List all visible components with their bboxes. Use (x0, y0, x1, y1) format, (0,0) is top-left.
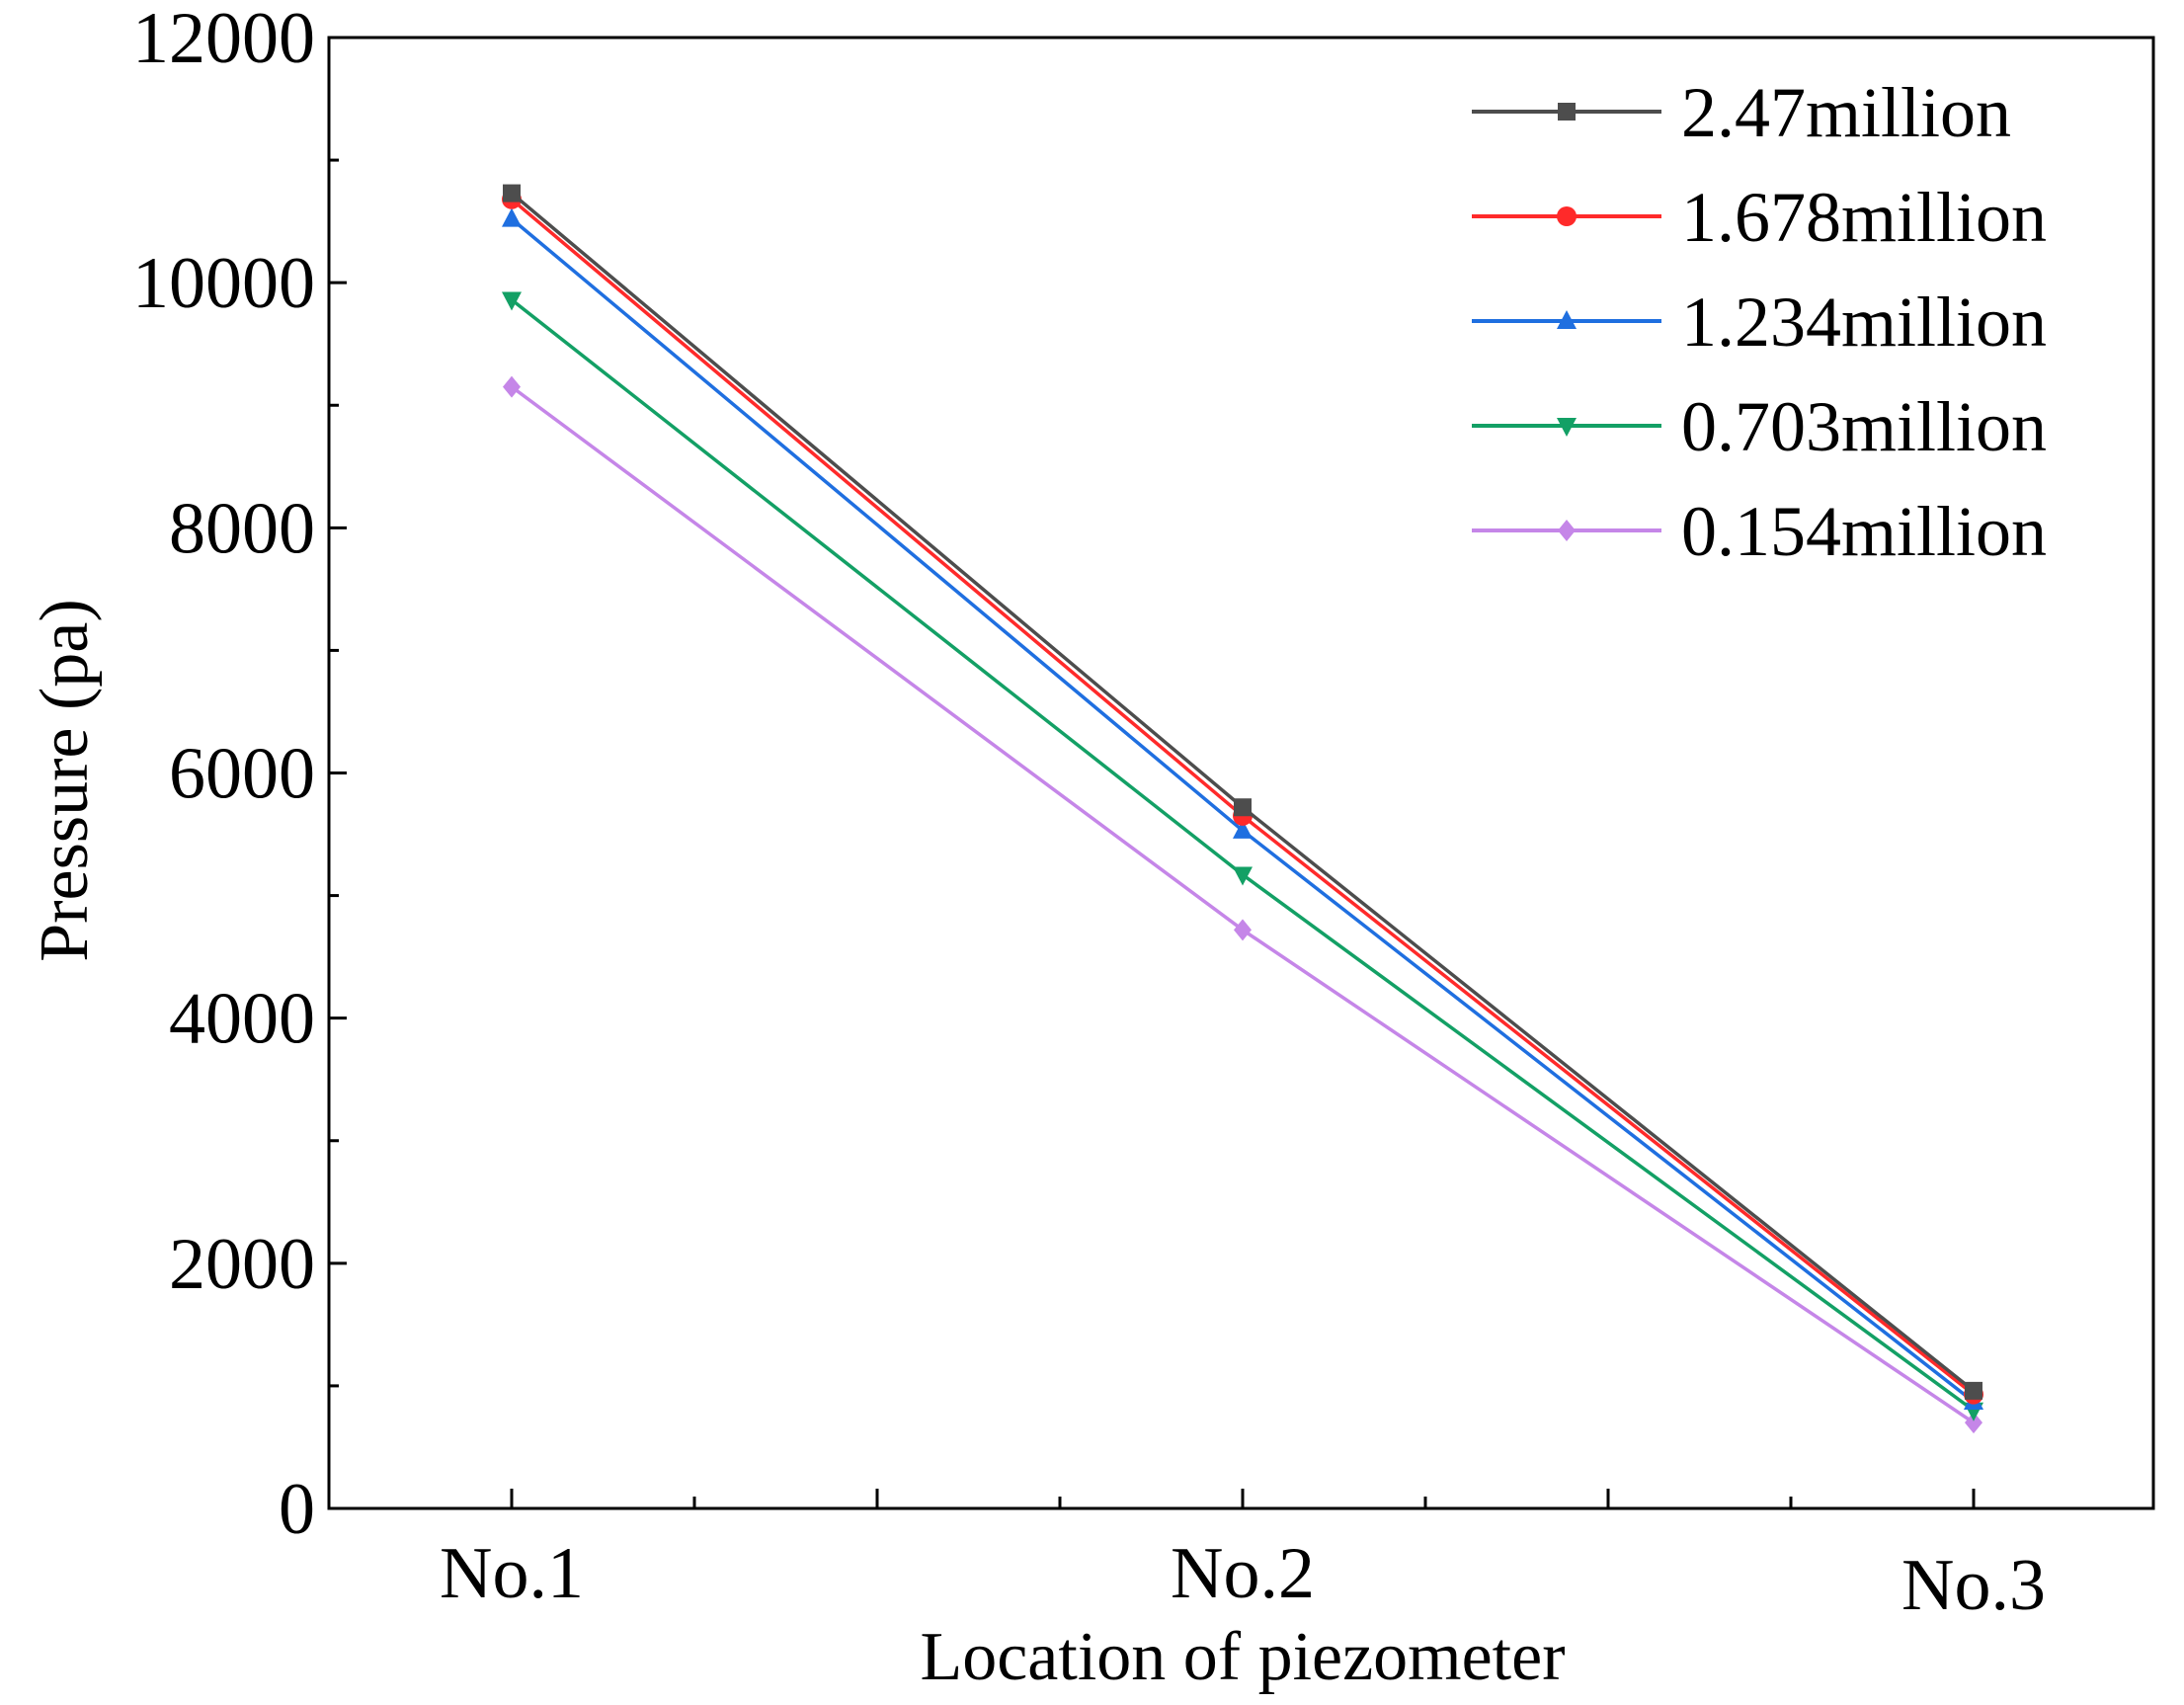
x-tick-label: No.2 (1171, 1533, 1315, 1614)
data-point (1965, 1412, 1982, 1434)
legend-marker (1558, 103, 1576, 121)
data-point (1233, 819, 1253, 839)
legend-label: 0.703million (1681, 387, 2047, 466)
legend-marker (1557, 206, 1577, 226)
data-point (502, 207, 522, 227)
legend-item: 2.47million (1472, 73, 2011, 152)
data-point (1234, 798, 1252, 817)
x-axis-title: Location of piezometer (920, 1619, 1565, 1695)
x-tick-label: No.1 (440, 1533, 584, 1614)
y-tick-label: 6000 (169, 734, 315, 815)
legend-item: 0.703million (1472, 387, 2047, 466)
legend-label: 1.234million (1681, 283, 2047, 362)
legend-label: 0.154million (1681, 492, 2047, 571)
legend-marker (1558, 520, 1576, 541)
y-tick-label: 8000 (169, 488, 315, 569)
data-point (1965, 1381, 1982, 1400)
data-point (502, 291, 522, 311)
data-point (503, 184, 521, 203)
data-point (503, 375, 521, 398)
data-point (1233, 866, 1253, 886)
axes-layer: 0 2000 4000 6000 8000 10000 12000 No.1 No.2 No.3 (132, 0, 2155, 1626)
data-point (1234, 919, 1252, 941)
x-tick-label: No.3 (1901, 1545, 2046, 1626)
y-tick-label: 0 (279, 1469, 315, 1550)
series-1 (503, 184, 1982, 1400)
legend-marker (1557, 418, 1577, 437)
legend-label: 2.47million (1681, 73, 2011, 152)
series-5 (503, 375, 1982, 1434)
legend-item: 1.234million (1472, 283, 2047, 362)
legend: 2.47million 1.678million 1.234million 0.703… (1472, 73, 2047, 571)
legend-label: 1.678million (1681, 178, 2047, 257)
legend-marker (1557, 310, 1577, 329)
y-tick-label: 4000 (169, 979, 315, 1060)
y-tick-label: 2000 (169, 1224, 315, 1305)
y-tick-label: 10000 (132, 243, 315, 324)
legend-item: 1.678million (1472, 178, 2047, 257)
y-axis-title: Pressure (pa) (27, 599, 103, 961)
plot-layer (502, 184, 1983, 1434)
y-tick-label: 12000 (132, 0, 315, 79)
legend-item: 0.154million (1472, 492, 2047, 571)
